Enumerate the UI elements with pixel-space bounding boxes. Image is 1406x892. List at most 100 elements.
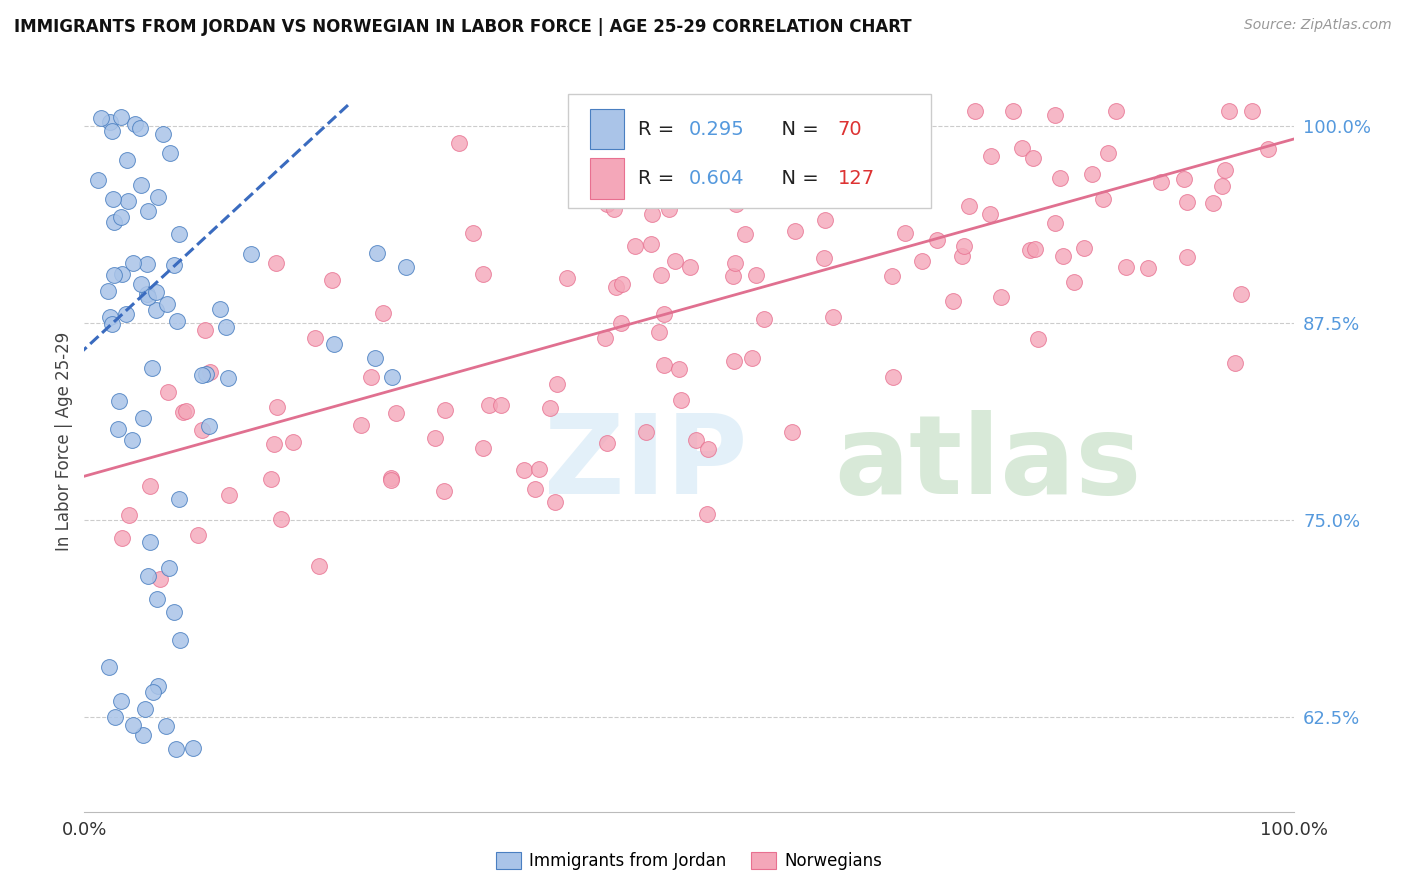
Point	[167, 492, 190, 507]
Point	[166, 314, 188, 328]
Point	[596, 435, 619, 450]
Point	[602, 202, 624, 216]
Point	[1241, 103, 1264, 118]
Point	[734, 227, 756, 242]
Point	[641, 207, 664, 221]
Point	[218, 487, 240, 501]
Text: 127: 127	[838, 169, 875, 188]
Point	[172, 405, 194, 419]
Point	[523, 482, 546, 496]
Point	[350, 418, 373, 433]
Point	[1257, 142, 1279, 156]
Point	[1052, 249, 1074, 263]
Point	[1043, 216, 1066, 230]
Point	[957, 199, 980, 213]
Point	[979, 207, 1001, 221]
Point	[648, 325, 671, 339]
Point	[132, 728, 155, 742]
Text: R =: R =	[638, 169, 681, 188]
Point	[724, 197, 747, 211]
Point	[146, 679, 169, 693]
Bar	[589, 159, 624, 199]
Text: 70: 70	[838, 120, 862, 138]
Point	[512, 463, 534, 477]
Point	[593, 331, 616, 345]
Point	[163, 258, 186, 272]
Point	[264, 256, 287, 270]
Point	[1049, 171, 1071, 186]
Point	[880, 269, 903, 284]
Point	[1097, 145, 1119, 160]
Point	[129, 120, 152, 135]
Point	[152, 127, 174, 141]
Point	[97, 284, 120, 298]
Point	[101, 124, 124, 138]
Point	[209, 302, 232, 317]
Point	[1175, 250, 1198, 264]
Point	[90, 112, 112, 126]
Point	[612, 277, 634, 291]
Point	[110, 210, 132, 224]
Point	[927, 233, 949, 247]
Point	[636, 425, 658, 439]
Point	[131, 277, 153, 291]
Point	[1011, 141, 1033, 155]
Point	[1136, 260, 1159, 275]
FancyBboxPatch shape	[568, 94, 931, 209]
Point	[425, 431, 447, 445]
Point	[114, 307, 136, 321]
Point	[752, 312, 775, 326]
Point	[366, 246, 388, 260]
Point	[679, 260, 702, 274]
Point	[953, 239, 976, 253]
Point	[1202, 195, 1225, 210]
Point	[980, 149, 1002, 163]
Point	[489, 398, 512, 412]
Point	[1026, 332, 1049, 346]
Point	[283, 435, 305, 450]
Point	[1063, 276, 1085, 290]
Point	[364, 351, 387, 366]
Point	[142, 684, 165, 698]
Point	[198, 365, 221, 379]
Text: 0.604: 0.604	[689, 169, 744, 188]
Point	[98, 660, 121, 674]
Point	[167, 227, 190, 242]
Point	[447, 136, 470, 151]
Point	[156, 297, 179, 311]
Point	[136, 257, 159, 271]
Point	[169, 633, 191, 648]
Point	[157, 385, 180, 400]
Point	[117, 194, 139, 208]
Point	[1073, 241, 1095, 255]
Point	[103, 268, 125, 282]
Point	[146, 592, 169, 607]
Point	[723, 354, 745, 368]
Point	[240, 246, 263, 260]
Point	[814, 213, 837, 227]
Point	[1105, 103, 1128, 118]
Point	[266, 401, 288, 415]
Point	[901, 108, 924, 122]
Point	[668, 362, 690, 376]
Point	[1211, 179, 1233, 194]
Point	[323, 337, 346, 351]
Point	[990, 290, 1012, 304]
Point	[471, 267, 494, 281]
Point	[905, 163, 928, 178]
Point	[853, 180, 876, 194]
Text: IMMIGRANTS FROM JORDAN VS NORWEGIAN IN LABOR FORCE | AGE 25-29 CORRELATION CHART: IMMIGRANTS FROM JORDAN VS NORWEGIAN IN L…	[14, 18, 911, 36]
Point	[260, 472, 283, 486]
Point	[107, 421, 129, 435]
Point	[950, 249, 973, 263]
Point	[136, 569, 159, 583]
Point	[187, 528, 209, 542]
Text: N =: N =	[769, 169, 825, 188]
Point	[596, 197, 619, 211]
Point	[159, 146, 181, 161]
Point	[165, 742, 187, 756]
Point	[145, 285, 167, 300]
Point	[538, 401, 561, 416]
Point	[1150, 175, 1173, 189]
Point	[304, 331, 326, 345]
